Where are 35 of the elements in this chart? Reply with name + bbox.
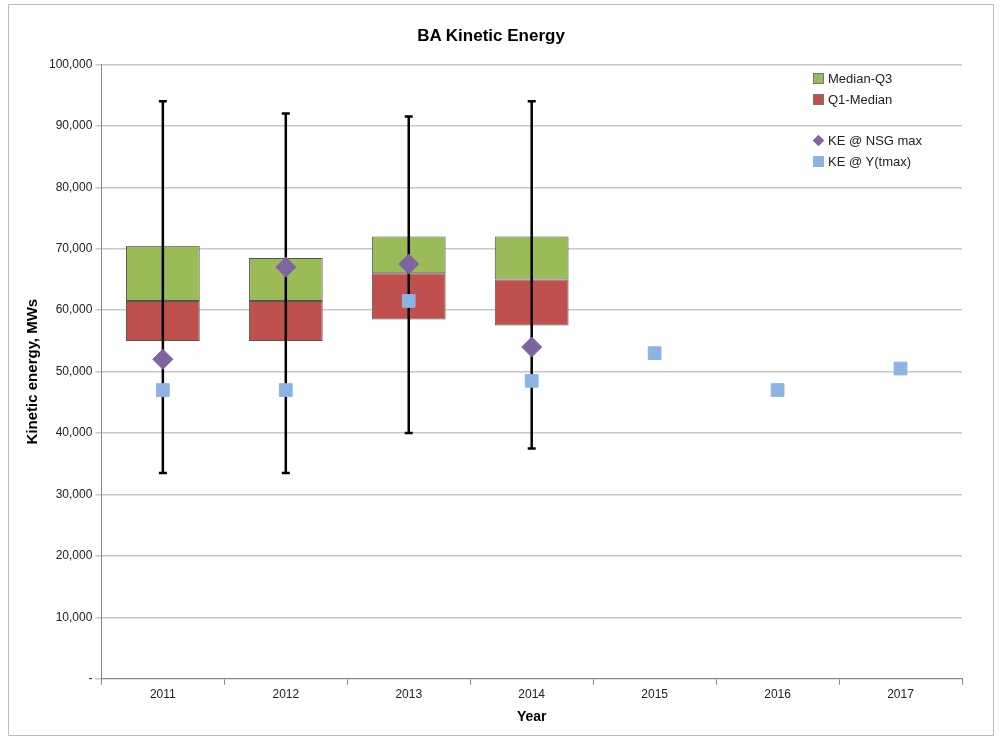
x-tick-label: 2016 xyxy=(764,687,792,702)
legend-label: KE @ NSG max xyxy=(828,133,923,149)
chart-title: BA Kinetic Energy xyxy=(417,25,566,45)
y-tick-label: 20,000 xyxy=(55,548,93,563)
y-tick-label: 90,000 xyxy=(55,118,93,133)
point xyxy=(155,383,170,397)
y-tick-label: 60,000 xyxy=(55,302,93,317)
point xyxy=(278,383,293,397)
x-tick-label: 2011 xyxy=(149,687,177,702)
y-axis-title: Kinetic energy, MWs xyxy=(23,298,41,445)
y-tick-label: 80,000 xyxy=(55,179,93,194)
x-tick-label: 2013 xyxy=(395,687,423,702)
point xyxy=(401,294,416,308)
y-tick-label: 70,000 xyxy=(55,241,93,256)
y-tick-label: 100,000 xyxy=(48,56,93,71)
x-axis-title: Year xyxy=(516,708,548,725)
legend-label: KE @ Y(tmax) xyxy=(828,154,912,170)
point xyxy=(893,361,908,376)
point xyxy=(524,373,539,388)
y-tick-label: - xyxy=(88,671,93,686)
point xyxy=(275,256,297,278)
point xyxy=(770,383,785,397)
point xyxy=(647,346,662,361)
y-tick-label: 40,000 xyxy=(55,425,93,440)
legend-label: Q1-Median xyxy=(828,92,893,108)
point xyxy=(521,336,543,358)
x-tick-label: 2015 xyxy=(641,687,669,702)
legend-label: Median-Q3 xyxy=(828,71,893,87)
y-tick-label: 10,000 xyxy=(55,609,93,624)
y-tick-label: 30,000 xyxy=(55,486,93,501)
x-tick-label: 2012 xyxy=(272,687,300,702)
point xyxy=(152,348,174,370)
x-tick-label: 2017 xyxy=(887,687,915,702)
y-tick-label: 50,000 xyxy=(55,363,93,378)
x-tick-label: 2014 xyxy=(518,687,546,702)
